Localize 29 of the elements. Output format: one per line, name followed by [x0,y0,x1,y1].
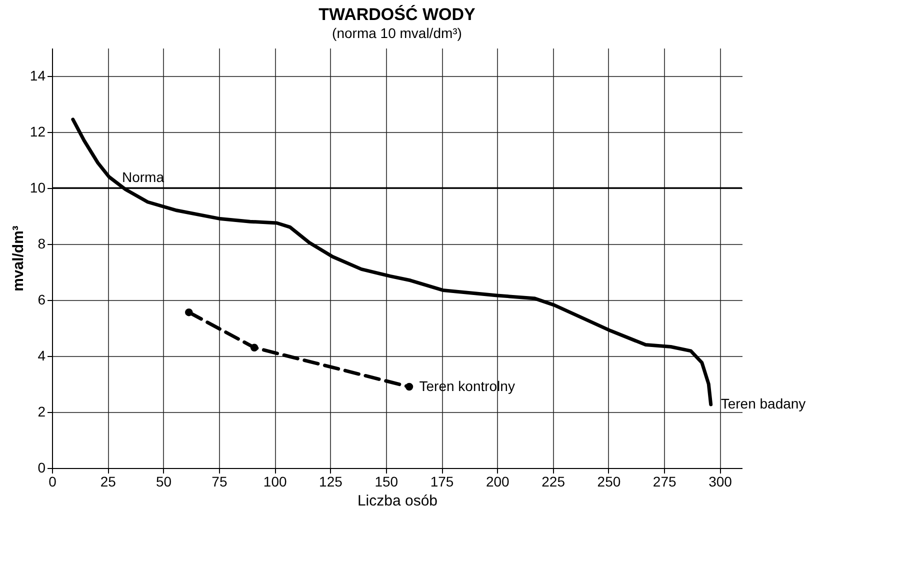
series-label: Teren badany [720,395,806,412]
y-tick-label: 6 [38,292,46,308]
x-tick-label: 175 [430,474,454,490]
x-tick-label: 25 [100,474,116,490]
x-tick-label: 100 [263,474,287,490]
point [250,344,258,352]
x-tick-label: 0 [48,474,57,490]
x-tick-label: 200 [486,474,510,490]
x-tick-label: 150 [374,474,398,490]
x-axis-title: Liczba osób [357,492,438,510]
y-tick-label: 0 [38,460,46,476]
x-tick-label: 300 [708,474,732,490]
x-tick-label: 50 [156,474,172,490]
y-tick-label: 2 [38,404,46,420]
y-axis-title: mval/dm³ [10,226,27,292]
point [185,308,193,316]
y-tick-label: 8 [38,236,46,252]
x-tick-label: 250 [597,474,621,490]
y-tick-label: 14 [30,68,46,84]
chart-subtitle: (norma 10 mval/dm³) [332,25,462,41]
x-tick-label: 275 [652,474,676,490]
x-tick-label: 225 [542,474,566,490]
x-tick-label: 125 [319,474,343,490]
point [405,382,414,391]
y-tick-label: 10 [30,180,46,196]
x-tick-label: 75 [212,474,228,490]
y-tick-label: 4 [38,348,46,364]
chart-title: TWARDOŚĆ WODY [318,4,476,24]
y-tick-label: 12 [30,124,46,140]
